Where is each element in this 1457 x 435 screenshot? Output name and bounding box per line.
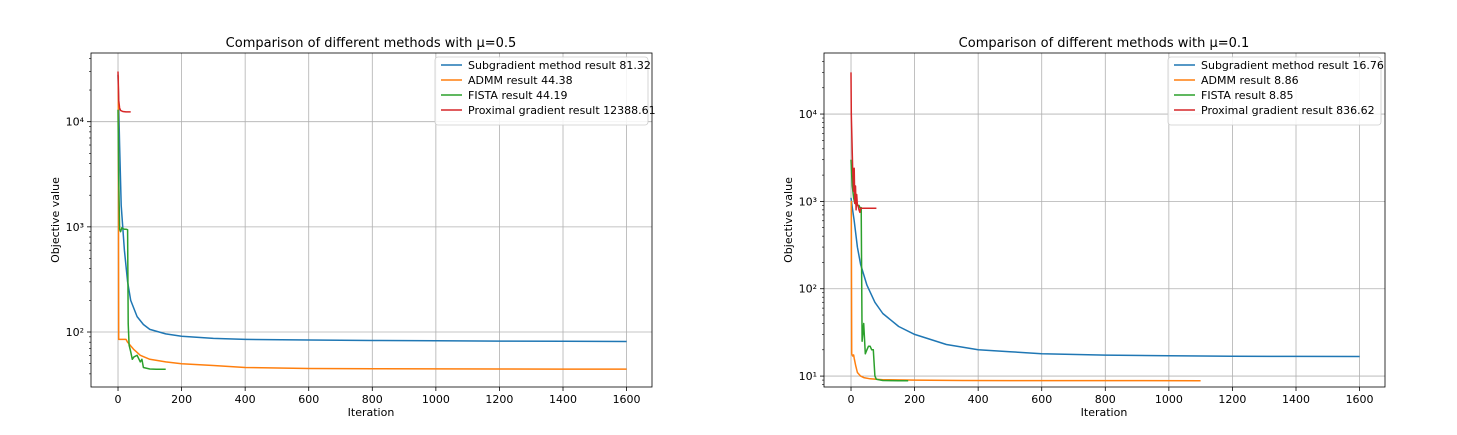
x-tick-label: 600 <box>298 393 319 406</box>
x-tick-label: 1000 <box>422 393 450 406</box>
y-tick-label: 10¹ <box>799 370 817 383</box>
series-line-subgradient <box>850 197 1360 358</box>
series-line-subgradient <box>117 74 627 343</box>
series-line-admm <box>117 75 627 370</box>
series-line-proximal <box>117 71 131 113</box>
chart-panel-mu-0-5: Comparison of different methods with μ=0… <box>49 36 656 419</box>
series-layer <box>850 72 1360 382</box>
series-line-fista <box>117 109 166 371</box>
plot-frame <box>823 52 1386 388</box>
x-tick-label: 0 <box>115 393 122 406</box>
legend-entry: ADMM result 8.86 <box>1201 74 1299 87</box>
legend-entry: FISTA result 44.19 <box>468 89 568 102</box>
legend-entry: Subgradient method result 16.76 <box>1201 59 1384 72</box>
x-tick-label: 400 <box>235 393 256 406</box>
x-tick-label: 800 <box>1095 393 1116 406</box>
series-line-proximal <box>850 72 877 214</box>
legend-box <box>1167 56 1382 126</box>
legend: Subgradient method result 16.76 ADMM resu… <box>1167 56 1384 126</box>
series-layer <box>117 71 627 371</box>
ticks: 0 200 400 600 800 1000 1200 1400 1600 10¹ 10² 10³ 10… <box>799 61 1374 406</box>
x-tick-label: 600 <box>1031 393 1052 406</box>
x-tick-label: 1600 <box>613 393 641 406</box>
legend-entry: Subgradient method result 81.32 <box>468 59 651 72</box>
legend-box <box>434 56 649 126</box>
ticks: 0 200 400 600 800 1000 1200 1400 1600 10² 10³ 10⁴ <box>66 58 641 406</box>
y-tick-label: 10³ <box>799 195 817 208</box>
legend-entry: Proximal gradient result 12388.61 <box>468 104 656 117</box>
x-tick-label: 200 <box>904 393 925 406</box>
x-tick-label: 200 <box>171 393 192 406</box>
x-tick-label: 1400 <box>1282 393 1310 406</box>
x-tick-label: 1600 <box>1346 393 1374 406</box>
legend: Subgradient method result 81.32 ADMM resu… <box>434 56 656 126</box>
series-line-admm <box>850 200 1201 382</box>
legend-entry: Proximal gradient result 836.62 <box>1201 104 1375 117</box>
x-tick-label: 1200 <box>1218 393 1246 406</box>
y-tick-label: 10⁴ <box>66 116 85 129</box>
y-axis-label: Objective value <box>49 177 62 263</box>
chart-title: Comparison of different methods with μ=0… <box>226 36 517 51</box>
y-tick-label: 10² <box>66 326 84 339</box>
y-tick-label: 10³ <box>66 221 84 234</box>
x-tick-label: 1200 <box>485 393 513 406</box>
chart-panel-mu-0-1: Comparison of different methods with μ=0… <box>782 36 1386 419</box>
chart-title: Comparison of different methods with μ=0… <box>959 36 1250 51</box>
y-tick-label: 10² <box>799 283 817 296</box>
x-tick-label: 800 <box>362 393 383 406</box>
plot-frame <box>90 52 653 388</box>
x-tick-label: 1000 <box>1155 393 1183 406</box>
y-axis-label: Objective value <box>782 177 795 263</box>
y-tick-label: 10⁴ <box>799 108 818 121</box>
x-axis-label: Iteration <box>348 406 395 419</box>
x-tick-label: 0 <box>848 393 855 406</box>
x-axis-label: Iteration <box>1081 406 1128 419</box>
legend-entry: ADMM result 44.38 <box>468 74 573 87</box>
x-tick-label: 1400 <box>549 393 577 406</box>
x-tick-label: 400 <box>968 393 989 406</box>
grid <box>824 53 1385 387</box>
legend-entry: FISTA result 8.85 <box>1201 89 1294 102</box>
series-line-fista <box>850 159 909 382</box>
